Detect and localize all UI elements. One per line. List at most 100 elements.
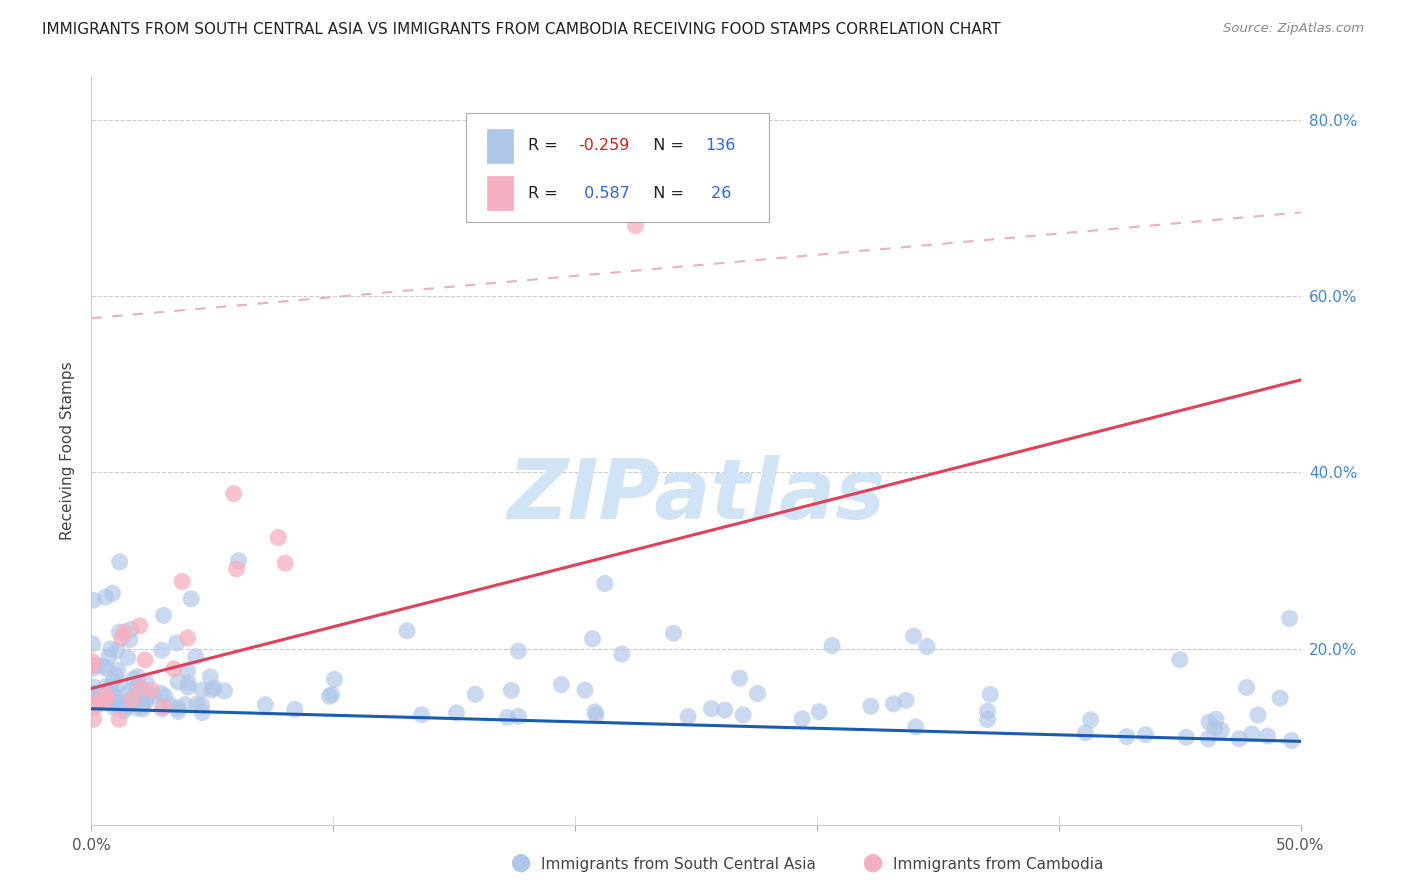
- Bar: [486, 128, 513, 162]
- Point: [150, 643, 173, 657]
- Point: [122, 672, 145, 686]
- Point: [1135, 728, 1157, 742]
- Point: [104, 668, 127, 682]
- Point: [496, 710, 519, 724]
- Point: [790, 712, 813, 726]
- Point: [80, 695, 103, 709]
- Point: [93, 690, 115, 705]
- Point: [177, 680, 200, 694]
- Point: [125, 681, 148, 695]
- Point: [127, 701, 149, 715]
- Point: [593, 576, 616, 591]
- Point: [859, 699, 882, 714]
- Point: [105, 643, 128, 657]
- Point: [117, 650, 139, 665]
- Point: [87, 689, 110, 703]
- Point: [96, 662, 118, 676]
- Text: R =: R =: [527, 138, 562, 153]
- Point: [318, 690, 340, 704]
- Point: [1175, 731, 1198, 745]
- Point: [581, 632, 603, 646]
- Text: N =: N =: [643, 186, 689, 201]
- Point: [186, 698, 208, 712]
- Point: [583, 705, 606, 719]
- Point: [93, 659, 115, 673]
- Point: [101, 694, 124, 708]
- Point: [118, 632, 141, 647]
- Point: [177, 675, 200, 690]
- Point: [323, 673, 346, 687]
- Point: [225, 562, 247, 576]
- Point: [821, 639, 844, 653]
- Point: [96, 689, 118, 703]
- Point: [82, 593, 104, 607]
- Point: [135, 675, 157, 690]
- Point: [222, 486, 245, 500]
- Point: [508, 644, 530, 658]
- Point: [903, 629, 925, 643]
- Text: N =: N =: [643, 138, 689, 153]
- Point: [111, 631, 134, 645]
- Point: [97, 649, 120, 664]
- Point: [747, 687, 769, 701]
- Point: [141, 683, 163, 698]
- Point: [904, 720, 927, 734]
- Point: [82, 661, 104, 675]
- Y-axis label: Receiving Food Stamps: Receiving Food Stamps: [60, 361, 76, 540]
- Point: [191, 682, 214, 697]
- Point: [1080, 713, 1102, 727]
- Point: [150, 702, 173, 716]
- Point: [136, 690, 159, 704]
- Point: [976, 713, 998, 727]
- Point: [728, 671, 751, 685]
- Point: [1268, 691, 1291, 706]
- Text: R =: R =: [527, 186, 562, 201]
- Point: [82, 687, 104, 701]
- Point: [89, 694, 111, 708]
- Text: ⬤: ⬤: [510, 854, 530, 872]
- Point: [808, 705, 831, 719]
- Point: [107, 690, 129, 705]
- Point: [176, 631, 198, 645]
- Point: [979, 688, 1001, 702]
- Point: [501, 683, 523, 698]
- Point: [1236, 681, 1258, 695]
- Point: [321, 688, 343, 702]
- Point: [127, 670, 149, 684]
- Point: [94, 591, 117, 605]
- Point: [134, 653, 156, 667]
- Point: [83, 695, 105, 709]
- Point: [228, 554, 250, 568]
- Point: [1074, 726, 1097, 740]
- Point: [115, 687, 138, 701]
- Point: [1204, 721, 1226, 735]
- Point: [153, 689, 176, 703]
- Point: [135, 694, 157, 708]
- Point: [1256, 729, 1278, 743]
- Point: [132, 699, 155, 714]
- Point: [446, 706, 468, 720]
- Point: [108, 555, 131, 569]
- Point: [114, 700, 136, 714]
- Point: [94, 685, 117, 699]
- Point: [82, 655, 104, 669]
- Point: [1168, 653, 1191, 667]
- Text: Immigrants from Cambodia: Immigrants from Cambodia: [893, 857, 1104, 872]
- Point: [83, 680, 105, 694]
- Point: [112, 704, 135, 718]
- Point: [80, 700, 103, 714]
- Point: [131, 689, 153, 703]
- Point: [1240, 727, 1263, 741]
- Point: [82, 637, 104, 651]
- Point: [112, 625, 135, 640]
- Point: [122, 690, 145, 704]
- Point: [214, 684, 236, 698]
- Point: [167, 674, 190, 689]
- Point: [120, 623, 142, 637]
- Point: [882, 697, 904, 711]
- Point: [150, 686, 173, 700]
- Point: [894, 693, 917, 707]
- Point: [82, 700, 104, 714]
- Point: [159, 698, 181, 712]
- Point: [129, 681, 152, 695]
